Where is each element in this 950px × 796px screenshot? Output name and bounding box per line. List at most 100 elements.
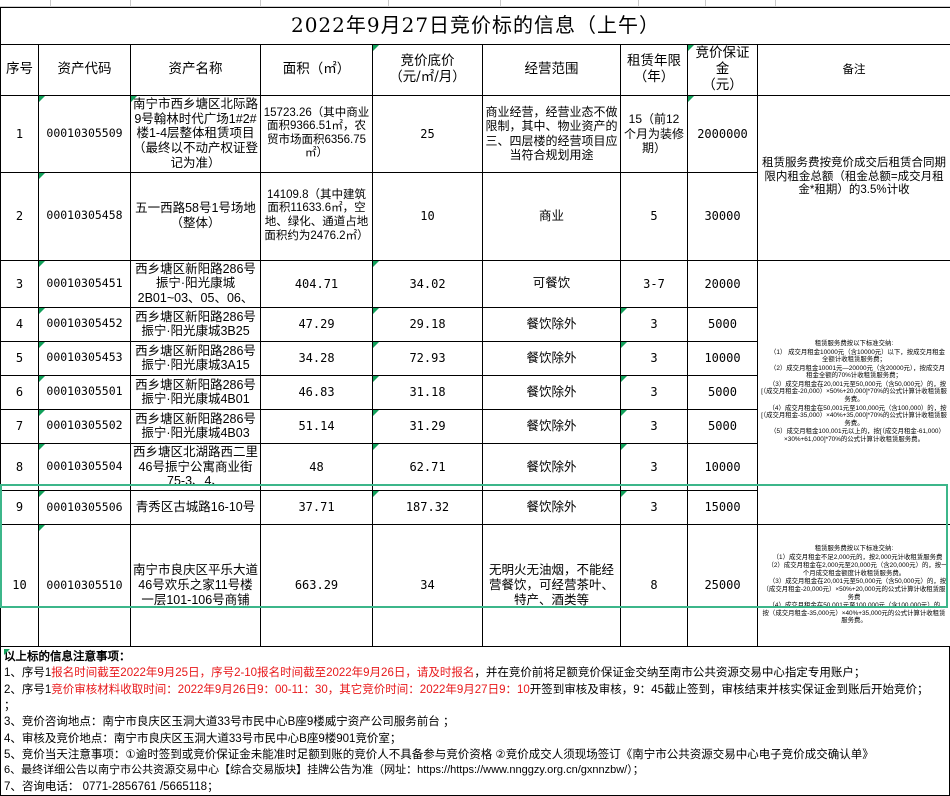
col-header-remark: 备注 — [758, 45, 950, 96]
cell-deposit: 25000 — [688, 525, 758, 647]
cell-deposit: 5000 — [688, 307, 758, 341]
cell-code: 00010305506 — [39, 491, 131, 525]
footer-note-4: 4、审核及竞价地点：南宁市良庆区玉洞大道33号市民中心B座9楼901竞价室； — [4, 731, 947, 747]
cell-remark-group-c: 租赁服务费按以下标准交纳: （1）成交月租金不足2,000元的，按2,000元计… — [758, 525, 950, 647]
cell-price: 25 — [373, 95, 483, 172]
remark-item: （1）成交月租金不足2,000元的，按2,000元计收租赁服务费 — [760, 554, 948, 562]
cell-no: 2 — [1, 172, 39, 260]
cell-scope: 餐饮除外 — [483, 409, 621, 443]
remark-item: （2）成交月租金10001元—20000元（含20000元），按成交月租金全额的… — [760, 365, 948, 380]
footer-notes: 以上标的信息注意事项： 1、序号1报名时间截至2022年9月25日，序号2-10… — [0, 647, 950, 796]
footer-note-2: 2、序号1竞价审核材料收取时间：2022年9月26日9：00-11：30，其它竞… — [4, 682, 947, 698]
cell-no: 10 — [1, 525, 39, 647]
cell-code: 00010305458 — [39, 172, 131, 260]
cell-price: 34.02 — [373, 260, 483, 307]
cell-scope: 餐饮除外 — [483, 375, 621, 409]
cell-area: 46.83 — [261, 375, 373, 409]
cell-scope: 餐饮除外 — [483, 491, 621, 525]
cell-price: 31.29 — [373, 409, 483, 443]
col-header-code: 资产代码 — [39, 45, 131, 96]
footer-note-7: 7、咨询电话： 0771-2856761 /5665118； — [4, 779, 947, 795]
remark-item: （5）成交月租金100,001元以上的，按[（成交月租金-61,000）×30%… — [760, 428, 948, 443]
cell-price: 10 — [373, 172, 483, 260]
footer-note-1-suffix: ，并在竞价前将足额竞价保证金交纳至南市公共资源交易中心指定专用账户； — [474, 667, 865, 679]
cell-deposit: 5000 — [688, 409, 758, 443]
cell-name: 西乡塘区新阳路286号振宁·阳光康城3A15 — [131, 341, 261, 375]
cell-remark-group-a: 租赁服务费按竞价成交后租赁合同期限内租金总额（租金总额=成交月租金*租期）的3.… — [758, 95, 950, 260]
cell-deposit: 2000000 — [688, 95, 758, 172]
cell-price: 34 — [373, 525, 483, 647]
cell-no: 7 — [1, 409, 39, 443]
col-header-price-line2: （元/㎡/月） — [375, 70, 480, 86]
cell-price: 31.18 — [373, 375, 483, 409]
page-title: 2022年9月27日竞价标的信息（上午） — [1, 8, 950, 45]
cell-no: 9 — [1, 491, 39, 525]
col-header-years-line2: （年） — [623, 70, 685, 86]
remark-item: （2）成交月租金在2,000元至20,000元（含20,000元）的，按一个月成… — [760, 562, 948, 577]
footer-note-6: 6、最终详细公告以南宁市公共资源交易中心【综合交易版块】挂牌公告为准（网址：ht… — [4, 763, 947, 779]
cell-code: 00010305504 — [39, 443, 131, 490]
remark-item: （3）成交月租金在20,001元至50,000元（含50,000元）的，按（成交… — [760, 578, 948, 601]
cell-name: 西乡塘区新阳路286号振宁·阳光康城2B01~03、05、06、 — [131, 260, 261, 307]
column-edge-strip — [0, 0, 950, 7]
cell-years: 3 — [621, 409, 688, 443]
col-header-deposit: 竞价保证金 （元） — [688, 45, 758, 96]
footer-heading: 以上标的信息注意事项： — [4, 649, 947, 665]
table-row-selected[interactable]: 10 00010305510 南宁市良庆区平乐大道46号欢乐之家11号楼一层10… — [1, 525, 950, 647]
cell-deposit: 10000 — [688, 443, 758, 490]
cell-name: 西乡塘区北湖路西二里46号振宁公寓商业街75-3、4、 — [131, 443, 261, 490]
cell-price: 187.32 — [373, 491, 483, 525]
cell-scope: 商业经营，经营业态不做限制，其中、物业资产的三、四层楼的经营项目应当符合规划用途 — [483, 95, 621, 172]
cell-scope: 餐饮除外 — [483, 341, 621, 375]
cell-code: 00010305502 — [39, 409, 131, 443]
cell-scope: 餐饮除外 — [483, 443, 621, 490]
footer-note-2-prefix: 2、序号1 — [4, 684, 51, 696]
cell-area: 404.71 — [261, 260, 373, 307]
cell-scope: 可餐饮 — [483, 260, 621, 307]
cell-no: 8 — [1, 443, 39, 490]
remark-item: （1） 成交月租金10000元（含10000元）以下，按成交月租金全额计收租赁服… — [760, 349, 948, 364]
cell-area: 663.29 — [261, 525, 373, 647]
cell-name: 南宁市西乡塘区北际路9号翰林时代广场1#2#楼1-4层整体租赁项目（最终以不动产… — [131, 95, 261, 172]
title-row: 2022年9月27日竞价标的信息（上午） — [1, 8, 950, 45]
cell-years: 3 — [621, 341, 688, 375]
cell-name: 南宁市良庆区平乐大道46号欢乐之家11号楼一层101-106号商铺 — [131, 525, 261, 647]
remark-item: （4）成交月租金在50,001元至100,000元（含100,000）的，按[（… — [760, 405, 948, 428]
col-header-price-line1: 竞价底价 — [375, 54, 480, 70]
cell-years: 8 — [621, 525, 688, 647]
cell-years: 3-7 — [621, 260, 688, 307]
cell-code: 00010305501 — [39, 375, 131, 409]
col-header-name: 资产名称 — [131, 45, 261, 96]
cell-scope: 商业 — [483, 172, 621, 260]
cell-deposit: 5000 — [688, 375, 758, 409]
col-header-price: 竞价底价 （元/㎡/月） — [373, 45, 483, 96]
table-row[interactable]: 3 00010305451 西乡塘区新阳路286号振宁·阳光康城2B01~03、… — [1, 260, 950, 307]
col-header-no: 序号 — [1, 45, 39, 96]
cell-code: 00010305451 — [39, 260, 131, 307]
cell-scope: 餐饮除外 — [483, 307, 621, 341]
cell-scope: 无明火无油烟，不能经营餐饮，可经营茶叶、特产、酒类等 — [483, 525, 621, 647]
col-header-years-line1: 租赁年限 — [623, 54, 685, 70]
footer-note-1: 1、序号1报名时间截至2022年9月25日，序号2-10报名时间截至2022年9… — [4, 665, 947, 681]
cell-years: 3 — [621, 307, 688, 341]
cell-deposit: 15000 — [688, 491, 758, 525]
cell-years: 3 — [621, 375, 688, 409]
remark-item: （3）成交月租金在20,001元至50,000元（含50,000元）的，按[（成… — [760, 381, 948, 404]
cell-name: 西乡塘区新阳路286号振宁·阳光康城4B01 — [131, 375, 261, 409]
table-row[interactable]: 1 00010305509 南宁市西乡塘区北际路9号翰林时代广场1#2#楼1-4… — [1, 95, 950, 172]
cell-area: 47.29 — [261, 307, 373, 341]
cell-code: 00010305452 — [39, 307, 131, 341]
table-header-row: 序号 资产代码 资产名称 面积（㎡） 竞价底价 （元/㎡/月） 经营范围 租赁年… — [1, 45, 950, 96]
cell-remark-group-b: 租赁服务费按以下标准交纳: （1） 成交月租金10000元（含10000元）以下… — [758, 260, 950, 525]
cell-price: 62.71 — [373, 443, 483, 490]
footer-note-1-red: 报名时间截至2022年9月25日，序号2-10报名时间截至2022年9月26日，… — [51, 667, 474, 679]
cell-price: 29.18 — [373, 307, 483, 341]
remark-head: 租赁服务费按以下标准交纳: — [760, 340, 948, 348]
remark-item: （4）成交月租金在50,001元至100,000元（含100,000元）的，按（… — [760, 602, 948, 625]
cell-name: 青秀区古城路16-10号 — [131, 491, 261, 525]
cell-years: 5 — [621, 172, 688, 260]
footer-note-3: 3、竞价咨询地点：南宁市良庆区玉洞大道33号市民中心B座9楼威宁资产公司服务前台… — [4, 714, 947, 730]
cell-area: 51.14 — [261, 409, 373, 443]
cell-years: 3 — [621, 491, 688, 525]
cell-price: 72.93 — [373, 341, 483, 375]
